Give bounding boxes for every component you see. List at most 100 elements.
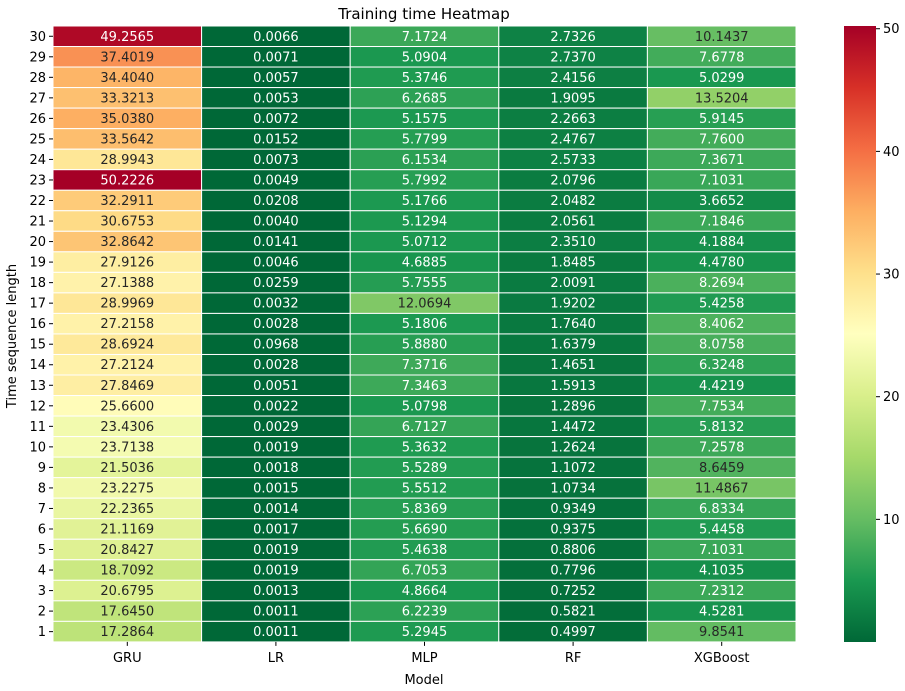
cell-value-label: 0.0013 [253,584,299,599]
x-tick-label: GRU [113,651,142,666]
y-tick-label: 16 [29,317,46,332]
y-tick-label: 14 [29,358,46,373]
cell-value-label: 27.2158 [100,317,154,332]
cell-value-label: 25.6600 [100,399,154,414]
cell-value-label: 22.2365 [100,502,154,517]
cell-value-label: 37.4019 [100,50,154,65]
x-tick-label: LR [268,651,284,666]
cell-value-label: 23.2275 [100,481,154,496]
cell-value-label: 21.1169 [100,522,154,537]
cell-value-label: 1.2624 [550,440,596,455]
cell-value-label: 10.1437 [695,30,749,45]
cell-value-label: 7.3671 [699,153,745,168]
cell-value-label: 35.0380 [100,112,154,127]
cell-value-label: 0.0141 [253,235,299,250]
cell-value-label: 5.1294 [402,215,448,230]
cell-value-label: 1.7640 [550,317,596,332]
colorbar-tick-label: 10 [883,513,900,528]
colorbar-tick-label: 40 [883,145,900,160]
x-tick-label: XGBoost [694,651,750,666]
cell-value-label: 6.2685 [402,91,448,106]
cell-value-label: 5.7555 [402,276,448,291]
cell-value-label: 0.0208 [253,194,299,209]
cell-value-label: 27.9126 [100,256,154,271]
cell-value-label: 7.1724 [402,30,448,45]
cell-value-label: 5.4258 [699,297,745,312]
cell-value-label: 5.1766 [402,194,448,209]
y-axis-ticks: 3029282726252423222120191817161514131211… [29,30,53,640]
cell-value-label: 33.5642 [100,132,154,147]
cell-value-label: 0.9375 [550,522,596,537]
cell-value-label: 5.9145 [699,112,745,127]
y-tick-label: 4 [38,564,46,579]
cell-value-label: 0.0040 [253,215,299,230]
y-tick-label: 7 [38,502,46,517]
y-tick-label: 23 [29,173,46,188]
cell-value-label: 0.7796 [550,564,596,579]
cell-value-label: 5.5289 [402,461,448,476]
y-tick-label: 10 [29,440,46,455]
y-tick-label: 13 [29,379,46,394]
cell-value-label: 0.0015 [253,481,299,496]
y-tick-label: 5 [38,543,46,558]
cell-value-label: 27.1388 [100,276,154,291]
cell-value-label: 1.0734 [550,481,596,496]
cell-value-label: 4.1035 [699,564,745,579]
cell-value-label: 33.3213 [100,91,154,106]
cell-value-label: 5.0798 [402,399,448,414]
cell-value-label: 30.6753 [100,215,154,230]
y-tick-label: 8 [38,481,46,496]
cell-value-label: 0.0028 [253,358,299,373]
y-tick-label: 20 [29,235,46,250]
cell-value-label: 34.4040 [100,71,154,86]
y-tick-label: 24 [29,153,46,168]
cell-value-label: 20.8427 [100,543,154,558]
y-tick-label: 22 [29,194,46,209]
cell-value-label: 1.1072 [550,461,596,476]
cell-value-label: 2.4767 [550,132,596,147]
cell-value-label: 5.0299 [699,71,745,86]
cell-value-label: 0.0072 [253,112,299,127]
cell-value-label: 0.0071 [253,50,299,65]
cell-value-label: 6.3248 [699,358,745,373]
cell-value-label: 0.0259 [253,276,299,291]
cell-value-label: 8.6459 [699,461,745,476]
cell-value-label: 7.1846 [699,215,745,230]
cell-value-label: 28.9943 [100,153,154,168]
cell-value-label: 0.4997 [550,625,596,640]
colorbar-gradient [844,26,876,642]
y-tick-label: 6 [38,522,46,537]
cell-value-label: 2.0091 [550,276,596,291]
cell-value-label: 5.4458 [699,522,745,537]
cell-value-label: 2.0796 [550,173,596,188]
cell-value-label: 0.0019 [253,543,299,558]
cell-value-label: 11.4867 [695,481,749,496]
cell-value-label: 7.2578 [699,440,745,455]
cell-value-label: 7.3716 [402,358,448,373]
cell-value-label: 8.2694 [699,276,745,291]
cell-value-label: 0.0073 [253,153,299,168]
cell-value-label: 7.1031 [699,543,745,558]
cell-value-label: 7.1031 [699,173,745,188]
cell-value-label: 7.2312 [699,584,745,599]
cell-value-label: 0.0032 [253,297,299,312]
cell-value-label: 4.5281 [699,605,745,620]
cell-value-label: 6.7053 [402,564,448,579]
cell-value-label: 5.7992 [402,173,448,188]
x-axis-ticks: GRU LR MLP RF XGBoost [113,641,750,666]
cell-value-label: 4.6885 [402,256,448,271]
cell-value-label: 0.0049 [253,173,299,188]
cell-value-label: 9.8541 [699,625,745,640]
cell-value-label: 0.0019 [253,564,299,579]
cell-value-label: 0.0046 [253,256,299,271]
cell-value-label: 12.0694 [398,297,452,312]
cell-value-label: 5.7799 [402,132,448,147]
cell-value-label: 20.6795 [100,584,154,599]
cell-value-label: 0.0019 [253,440,299,455]
cell-value-label: 13.5204 [695,91,749,106]
cell-value-label: 2.7326 [550,30,596,45]
cell-value-label: 5.8369 [402,502,448,517]
cell-value-label: 0.0011 [253,625,299,640]
cell-value-label: 5.3746 [402,71,448,86]
y-tick-label: 3 [38,584,46,599]
